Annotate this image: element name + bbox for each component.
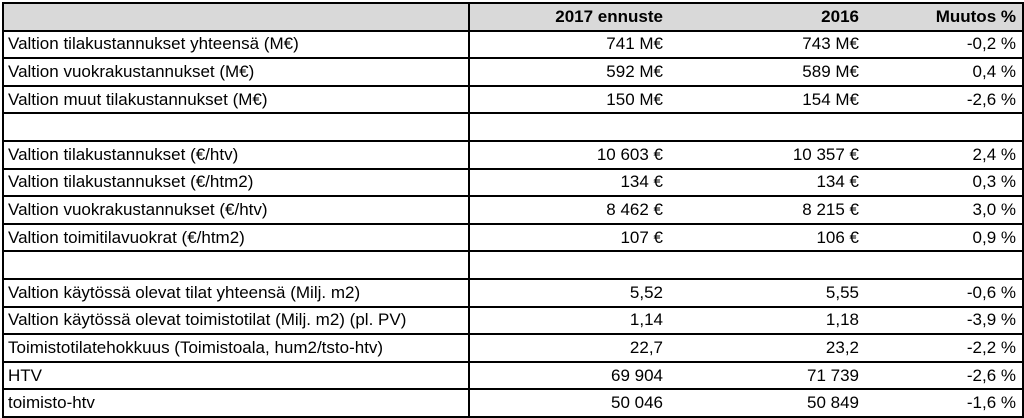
- value-change: -3,9 %: [865, 305, 1024, 336]
- table-row: Toimistotilatehokkuus (Toimistoala, hum2…: [2, 333, 1024, 363]
- row-label: Valtion tilakustannukset (€/htm2): [2, 167, 470, 198]
- value-2016: [669, 250, 865, 280]
- value-2017: 22,7: [469, 333, 669, 363]
- value-2016: [669, 112, 865, 142]
- table-row: Valtion muut tilakustannukset (M€) 150 M€…: [2, 84, 1024, 115]
- spacer-row: [2, 112, 1024, 142]
- row-label: Valtion käytössä olevat tilat yhteensä (…: [2, 277, 470, 308]
- spacer-row: [2, 250, 1024, 280]
- value-2017: 107 €: [469, 222, 669, 253]
- value-change: [865, 250, 1024, 280]
- row-label: [2, 112, 470, 142]
- row-label: [2, 250, 470, 280]
- value-change: -2,6 %: [865, 84, 1024, 115]
- value-2017: 134 €: [469, 167, 669, 198]
- value-change: 0,3 %: [865, 167, 1024, 198]
- value-2017: 741 M€: [469, 29, 669, 60]
- value-2016: 8 215 €: [669, 195, 865, 225]
- value-2016: 1,18: [669, 305, 865, 336]
- value-2017: [469, 112, 669, 142]
- value-2017: 10 603 €: [469, 139, 669, 170]
- row-label: Valtion tilakustannukset (€/htv): [2, 139, 470, 170]
- value-2017: 69 904: [469, 360, 669, 391]
- value-2017: 50 046: [469, 388, 669, 418]
- value-2017: 8 462 €: [469, 195, 669, 225]
- table-row: Valtion tilakustannukset (€/htv) 10 603 €…: [2, 139, 1024, 170]
- table-row: toimisto-htv 50 046 50 849 -1,6 %: [2, 388, 1024, 418]
- row-label: Valtion toimitilavuokrat (€/htm2): [2, 222, 470, 253]
- row-label: Valtion muut tilakustannukset (M€): [2, 84, 470, 115]
- row-label: Valtion vuokrakustannukset (M€): [2, 57, 470, 87]
- value-2017: [469, 250, 669, 280]
- table-row: Valtion vuokrakustannukset (M€) 592 M€ 589…: [2, 57, 1024, 87]
- value-2016: 10 357 €: [669, 139, 865, 170]
- value-change: -0,2 %: [865, 29, 1024, 60]
- value-change: -0,6 %: [865, 277, 1024, 308]
- value-change: [865, 112, 1024, 142]
- value-2016: 50 849: [669, 388, 865, 418]
- row-label: Valtion tilakustannukset yhteensä (M€): [2, 29, 470, 60]
- value-change: 0,4 %: [865, 57, 1024, 87]
- table-row: Valtion vuokrakustannukset (€/htv) 8 462 …: [2, 195, 1024, 225]
- value-2017: 1,14: [469, 305, 669, 336]
- value-change: 3,0 %: [865, 195, 1024, 225]
- value-2017: 150 M€: [469, 84, 669, 115]
- header-label-cell: [2, 2, 470, 32]
- value-change: 2,4 %: [865, 139, 1024, 170]
- row-label: Valtion käytössä olevat toimistotilat (M…: [2, 305, 470, 336]
- row-label: Valtion vuokrakustannukset (€/htv): [2, 195, 470, 225]
- value-2016: 23,2: [669, 333, 865, 363]
- table-row: Valtion käytössä olevat toimistotilat (M…: [2, 305, 1024, 336]
- value-2016: 154 M€: [669, 84, 865, 115]
- value-change: -2,2 %: [865, 333, 1024, 363]
- row-label: HTV: [2, 360, 470, 391]
- value-change: -1,6 %: [865, 388, 1024, 418]
- header-2016: 2016: [669, 2, 865, 32]
- table-row: Valtion tilakustannukset yhteensä (M€) 74…: [2, 29, 1024, 60]
- row-label: toimisto-htv: [2, 388, 470, 418]
- value-change: -2,6 %: [865, 360, 1024, 391]
- header-row: 2017 ennuste 2016 Muutos %: [2, 2, 1024, 32]
- value-2016: 589 M€: [669, 57, 865, 87]
- value-2017: 5,52: [469, 277, 669, 308]
- value-2016: 134 €: [669, 167, 865, 198]
- table-row: Valtion käytössä olevat tilat yhteensä (…: [2, 277, 1024, 308]
- value-2016: 5,55: [669, 277, 865, 308]
- value-2017: 592 M€: [469, 57, 669, 87]
- table-row: HTV 69 904 71 739 -2,6 %: [2, 360, 1024, 391]
- row-label: Toimistotilatehokkuus (Toimistoala, hum2…: [2, 333, 470, 363]
- table-row: Valtion tilakustannukset (€/htm2) 134 €13…: [2, 167, 1024, 198]
- header-2017: 2017 ennuste: [469, 2, 669, 32]
- header-change: Muutos %: [865, 2, 1024, 32]
- value-2016: 71 739: [669, 360, 865, 391]
- value-change: 0,9 %: [865, 222, 1024, 253]
- value-2016: 106 €: [669, 222, 865, 253]
- value-2016: 743 M€: [669, 29, 865, 60]
- table-row: Valtion toimitilavuokrat (€/htm2) 107 €10…: [2, 222, 1024, 253]
